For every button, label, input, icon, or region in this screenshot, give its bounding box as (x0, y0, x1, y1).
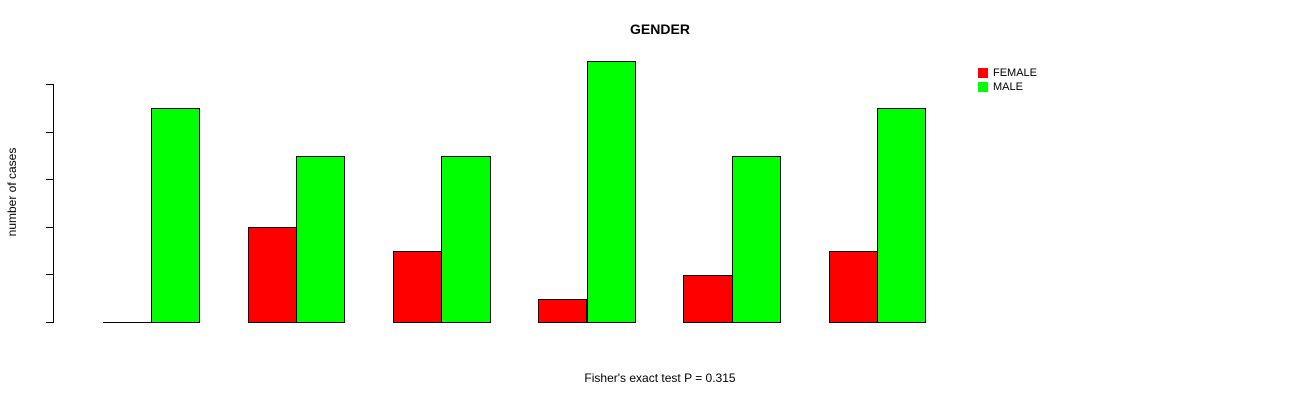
bar-count-label (582, 326, 640, 338)
bar-female-subtype4 (538, 298, 588, 324)
bar-male-subtype3 (441, 155, 491, 324)
y-axis-tick (46, 226, 53, 228)
bar-female-subtype6 (828, 251, 878, 324)
category-label-subtype5 (683, 339, 780, 352)
y-axis-tick-label (32, 117, 44, 147)
bar-female-subtype5 (683, 274, 733, 324)
bar-count-label (146, 326, 204, 338)
bar-female-subtype3 (392, 251, 443, 324)
legend-label: FEMALE (993, 67, 1038, 79)
category-label-subtype2 (248, 339, 345, 352)
bar-count-label (872, 326, 930, 338)
bar-male-subtype2 (296, 155, 346, 324)
legend-label: MALE (993, 81, 1023, 93)
bar-male-subtype4 (586, 60, 636, 324)
bar-male-subtype1 (150, 108, 201, 324)
footnote: Fisher's exact test P = 0.315 (584, 371, 736, 385)
category-label-subtype3 (393, 339, 490, 352)
y-axis-tick (46, 179, 53, 181)
legend-swatch-female (978, 68, 988, 78)
bar-female-subtype2 (247, 227, 298, 324)
legend-item-male: MALE (978, 80, 1037, 94)
y-axis-tick-label (32, 308, 44, 338)
y-axis-tick-label (32, 212, 44, 242)
bar-female-subtype1 (102, 322, 152, 323)
legend-swatch-male (978, 82, 988, 92)
bar-count-label (436, 326, 494, 338)
y-axis-tick (46, 131, 53, 133)
legend: FEMALE MALE (978, 66, 1037, 94)
bar-count-label (291, 326, 349, 338)
bar-count-label (727, 326, 785, 338)
legend-item-female: FEMALE (978, 66, 1037, 80)
bar-male-subtype6 (876, 108, 927, 324)
chart-title: GENDER (630, 21, 690, 37)
bar-male-subtype5 (731, 155, 782, 324)
category-label-subtype4 (538, 339, 635, 352)
y-axis-title: number of cases (5, 147, 19, 237)
y-axis-tick-label (32, 165, 44, 195)
category-label-subtype6 (829, 339, 926, 352)
y-axis-tick (46, 84, 53, 85)
y-axis-tick (46, 274, 53, 276)
y-axis-tick-label (32, 260, 44, 290)
y-axis-tick (46, 322, 53, 323)
y-axis-tick-label (32, 70, 44, 100)
y-axis-line (53, 84, 54, 323)
category-label-subtype1 (103, 339, 200, 352)
